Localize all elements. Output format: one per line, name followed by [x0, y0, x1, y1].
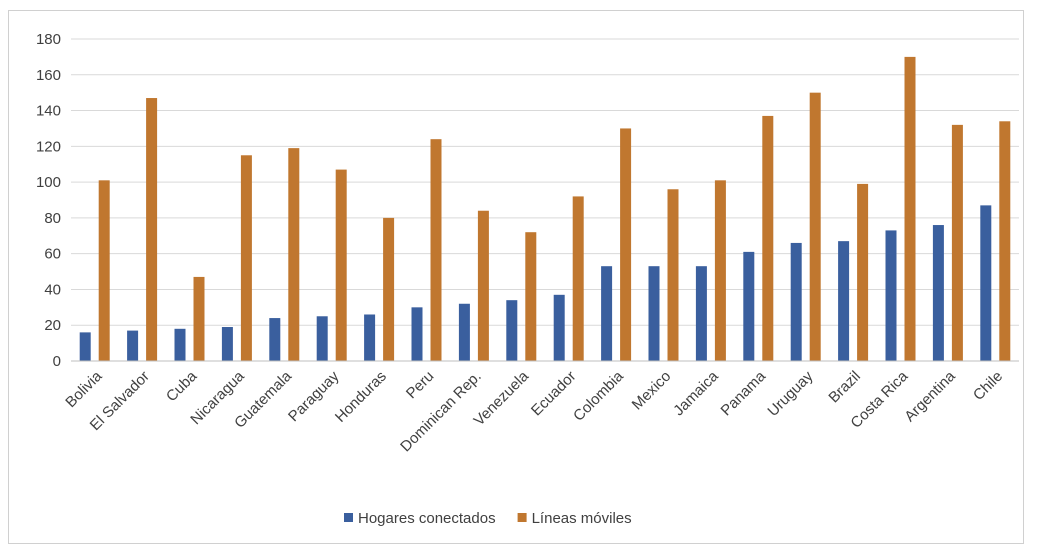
x-tick-label: Chile: [970, 368, 1006, 404]
bar-hogares-conectados: [695, 266, 707, 361]
bar-hogares-conectados: [648, 266, 660, 361]
x-tick-label: Colombia: [570, 367, 627, 424]
y-tick-label: 120: [36, 138, 61, 155]
bars: [79, 56, 1011, 362]
x-tick-label: Dominican Rep.: [397, 368, 484, 455]
y-tick-label: 80: [44, 210, 61, 227]
bar-lineas-moviles: [477, 210, 489, 361]
bar-lineas-moviles: [383, 217, 395, 361]
bar-lineas-moviles: [572, 196, 584, 361]
bar-hogares-conectados: [506, 300, 518, 361]
y-tick-label: 180: [36, 31, 61, 48]
bar-hogares-conectados: [553, 294, 565, 361]
x-tick-label: Brazil: [825, 368, 864, 407]
y-tick-label: 60: [44, 246, 61, 263]
bar-hogares-conectados: [79, 332, 91, 361]
bar-lineas-moviles: [667, 189, 679, 361]
bar-hogares-conectados: [932, 225, 944, 361]
y-tick-label: 20: [44, 317, 61, 334]
x-tick-label: Cuba: [163, 367, 201, 405]
x-tick-label: Panama: [718, 367, 770, 419]
bar-lineas-moviles: [240, 155, 252, 361]
bar-lineas-moviles: [857, 183, 869, 361]
y-tick-label: 40: [44, 281, 61, 298]
x-tick-label: Honduras: [332, 368, 390, 426]
bar-hogares-conectados: [364, 314, 376, 361]
bar-hogares-conectados: [790, 242, 802, 361]
bar-lineas-moviles: [951, 124, 963, 361]
bar-hogares-conectados: [743, 251, 755, 361]
bar-hogares-conectados: [601, 266, 613, 361]
y-tick-label: 100: [36, 174, 61, 191]
legend-label: Líneas móviles: [532, 510, 632, 527]
bar-lineas-moviles: [620, 128, 632, 361]
legend-swatch: [517, 513, 527, 522]
bar-hogares-conectados: [127, 330, 139, 361]
bar-lineas-moviles: [809, 92, 821, 362]
y-tick-label: 0: [53, 353, 61, 370]
bar-lineas-moviles: [525, 232, 537, 361]
x-tick-label: Mexico: [629, 368, 675, 414]
x-tick-label: Uruguay: [764, 367, 816, 419]
bar-lineas-moviles: [98, 180, 110, 361]
y-axis-ticks: 0 20 40 60 80 100 120 140 160 180: [36, 31, 61, 370]
bar-lineas-moviles: [430, 139, 442, 361]
chart-frame: 0 20 40 60 80 100 120 140 160 180 Bolivia El Salva…: [8, 10, 1024, 544]
bar-hogares-conectados: [980, 205, 992, 361]
legend-swatch: [344, 513, 353, 522]
bar-lineas-moviles: [288, 148, 300, 361]
bar-hogares-conectados: [174, 328, 186, 361]
bar-lineas-moviles: [762, 115, 774, 361]
y-tick-label: 160: [36, 67, 61, 84]
legend-label: Hogares conectados: [358, 510, 496, 527]
legend: Hogares conectados Líneas móviles: [344, 510, 632, 527]
x-tick-label: Bolivia: [62, 367, 106, 411]
bar-hogares-conectados: [316, 316, 328, 361]
x-tick-label: Argentina: [901, 367, 959, 425]
bar-lineas-moviles: [714, 180, 726, 361]
x-tick-label: Jamaica: [670, 367, 722, 419]
gridlines: [71, 38, 1019, 326]
bar-lineas-moviles: [999, 121, 1011, 362]
bar-hogares-conectados: [411, 307, 423, 361]
bar-lineas-moviles: [146, 98, 158, 362]
x-tick-label: Peru: [403, 368, 437, 402]
bar-lineas-moviles: [335, 169, 347, 361]
y-tick-label: 140: [36, 103, 61, 120]
bar-hogares-conectados: [885, 230, 897, 361]
bar-lineas-moviles: [904, 56, 916, 362]
bar-hogares-conectados: [838, 241, 850, 361]
bar-hogares-conectados: [458, 303, 470, 361]
bar-lineas-moviles: [193, 276, 205, 361]
bar-hogares-conectados: [269, 318, 281, 361]
bar-hogares-conectados: [221, 327, 233, 361]
